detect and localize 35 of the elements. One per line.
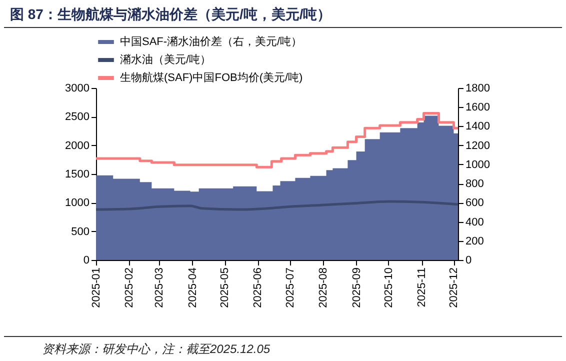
y-tick-label: 0 [83, 254, 90, 266]
y-tick-label: 3000 [65, 82, 90, 94]
y2-tick-label: 600 [466, 197, 484, 210]
chart-title: 图 87：生物航煤与潲水油价差（美元/吨，美元/吨） [4, 0, 562, 28]
y2-tick-label: 800 [466, 178, 484, 190]
y2-tick-label: 1800 [466, 82, 490, 94]
y2-tick-label: 1200 [466, 140, 490, 152]
y2-tick-label: 400 [466, 216, 484, 228]
x-tick-label: 2025-03 [154, 268, 166, 308]
x-tick-label: 2025-04 [186, 268, 199, 308]
x-tick-label: 2025-07 [284, 268, 296, 308]
x-tick-label: 2025-11 [416, 268, 428, 308]
x-tick-label: 2025-12 [448, 268, 460, 308]
y-tick-label: 2000 [65, 140, 90, 152]
y2-tick-label: 200 [466, 235, 484, 248]
y-tick-label: 1500 [65, 168, 90, 180]
y-tick-label: 1000 [65, 197, 90, 210]
legend-label: 潲水油（美元/吨） [120, 53, 212, 66]
line-series [94, 200, 460, 211]
y2-tick-label: 0 [466, 254, 472, 266]
legend-label: 中国SAF-潲水油价差（右，美元/吨） [120, 35, 302, 48]
x-tick-label: 2025-05 [219, 268, 232, 308]
y2-tick-label: 1600 [466, 102, 490, 114]
x-tick-label: 2025-10 [382, 268, 395, 308]
x-tick-label: 2025-01 [90, 268, 102, 308]
y2-tick-label: 1400 [466, 120, 490, 133]
y-tick-label: 2500 [65, 111, 90, 124]
x-tick-label: 2025-02 [124, 268, 136, 308]
y2-tick-label: 1000 [466, 158, 490, 171]
legend-label: 生物航煤(SAF)中国FOB均价(美元/吨) [120, 71, 303, 84]
x-tick-label: 2025-09 [350, 268, 363, 308]
y-tick-label: 500 [71, 226, 90, 238]
x-tick-label: 2025-08 [318, 268, 330, 308]
x-tick-label: 2025-06 [252, 268, 264, 308]
text: 资料来源：研发中心，注：截至2025.12.05 [4, 336, 562, 358]
